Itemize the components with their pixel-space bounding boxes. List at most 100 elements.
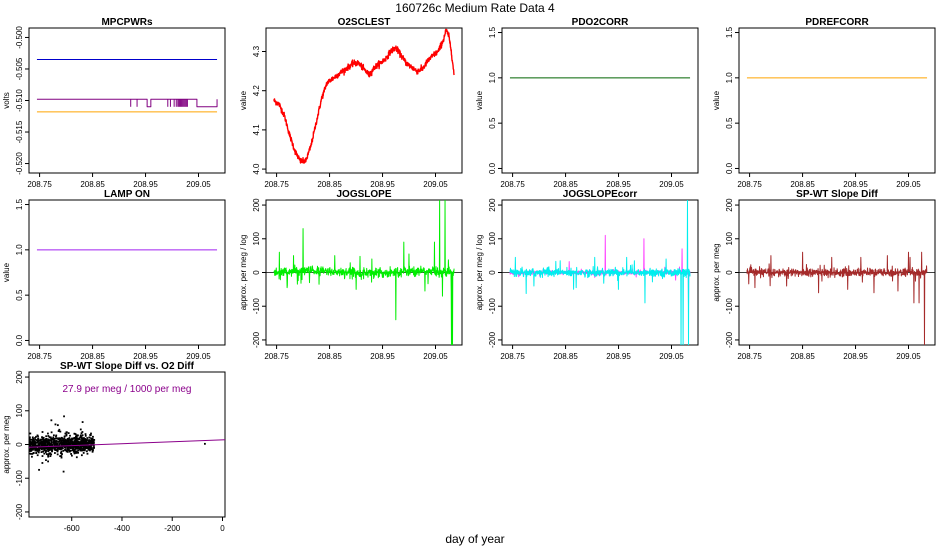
x-tick-label: 208.75 bbox=[27, 352, 52, 361]
x-tick-label: 208.75 bbox=[500, 352, 525, 361]
y-tick-label: 0 bbox=[252, 270, 261, 275]
y-axis-label: approx. per meg / log bbox=[239, 235, 248, 311]
scatter-point bbox=[60, 455, 63, 457]
y-tick-label: 200 bbox=[725, 198, 734, 212]
scatter-point bbox=[41, 441, 44, 444]
y-tick-label: 0 bbox=[15, 442, 24, 447]
scatter-point bbox=[29, 443, 31, 446]
panel-lampon: LAMP ON value 208.75 208.85 208.95 209.05 0.0 0… bbox=[2, 189, 226, 361]
scatter-point bbox=[43, 449, 46, 452]
scatter-point bbox=[57, 445, 59, 448]
scatter-point bbox=[49, 439, 51, 442]
scatter-point bbox=[62, 449, 65, 452]
scatter-point bbox=[34, 437, 36, 439]
panel-title: O2SCLEST bbox=[338, 17, 391, 28]
scatter-point bbox=[74, 433, 77, 435]
y-tick-label: -0.515 bbox=[15, 120, 24, 143]
scatter-point bbox=[41, 443, 44, 445]
scatter-point bbox=[80, 442, 83, 445]
y-tick-label: 0.0 bbox=[488, 162, 497, 174]
y-tick-label: 4.0 bbox=[252, 163, 261, 175]
x-tick-label: 208.85 bbox=[80, 180, 105, 189]
y-tick-label: -0.510 bbox=[15, 89, 24, 112]
scatter-point bbox=[34, 448, 37, 451]
scatter-point bbox=[67, 447, 69, 450]
scatter-point bbox=[67, 440, 69, 443]
scatter-point bbox=[72, 442, 75, 444]
scatter-point bbox=[86, 437, 89, 439]
scatter-point bbox=[60, 446, 63, 449]
scatter-point bbox=[64, 438, 67, 441]
scatter-point bbox=[71, 440, 74, 443]
scatter-point bbox=[86, 441, 89, 444]
x-tick-label: 208.75 bbox=[500, 180, 525, 189]
scatter-point bbox=[30, 443, 33, 446]
x-tick-label: 208.85 bbox=[317, 352, 342, 361]
scatter-point bbox=[34, 442, 37, 445]
scatter-point bbox=[47, 460, 49, 463]
scatter-point bbox=[58, 445, 61, 448]
scatter-point bbox=[63, 439, 66, 442]
scatter-point bbox=[29, 437, 31, 440]
y-axis-label: approx. per meg bbox=[712, 243, 721, 301]
scatter-point bbox=[41, 455, 44, 457]
scatter-point bbox=[81, 444, 84, 447]
x-tick-label: 208.85 bbox=[80, 352, 105, 361]
scatter-point bbox=[39, 446, 42, 449]
scatter-point bbox=[65, 449, 67, 452]
scatter-point bbox=[39, 442, 41, 445]
scatter-point bbox=[74, 448, 76, 451]
scatter-point bbox=[90, 442, 93, 444]
x-tick-label: 208.85 bbox=[553, 180, 578, 189]
scatter-point bbox=[80, 454, 83, 457]
scatter-point bbox=[60, 439, 63, 442]
scatter-point bbox=[52, 436, 55, 439]
scatter-point bbox=[80, 449, 83, 452]
scatter-point bbox=[92, 446, 95, 449]
scatter-point bbox=[33, 447, 36, 449]
x-tick-label: 208.75 bbox=[737, 352, 762, 361]
scatter-point bbox=[75, 450, 78, 453]
scatter-point bbox=[90, 444, 93, 447]
series-line bbox=[746, 251, 928, 345]
scatter-point bbox=[85, 440, 88, 443]
page-xlabel: day of year bbox=[445, 532, 504, 546]
scatter-point bbox=[59, 430, 62, 433]
x-tick-label: 208.75 bbox=[27, 180, 52, 189]
scatter-point bbox=[60, 436, 63, 439]
scatter-point bbox=[93, 445, 95, 447]
scatter-point bbox=[69, 439, 72, 441]
scatter-point bbox=[32, 438, 35, 441]
scatter-point bbox=[77, 449, 80, 452]
scatter-point bbox=[65, 441, 67, 444]
scatter-point bbox=[43, 452, 46, 455]
scatter-point bbox=[69, 444, 72, 446]
scatter-point bbox=[72, 447, 75, 449]
scatter-point bbox=[61, 441, 64, 444]
scatter-point bbox=[38, 449, 41, 451]
scatter-point bbox=[74, 438, 77, 441]
scatter-point bbox=[203, 442, 206, 445]
scatter-point bbox=[76, 434, 79, 437]
scatter-point bbox=[44, 446, 47, 449]
scatter-point bbox=[55, 435, 57, 438]
scatter-point bbox=[89, 449, 91, 452]
scatter-point bbox=[84, 441, 87, 444]
scatter-point bbox=[65, 445, 68, 448]
scatter-point bbox=[56, 443, 59, 446]
scatter-point bbox=[91, 450, 94, 453]
scatter-point bbox=[86, 452, 89, 455]
series-line bbox=[273, 28, 455, 164]
panel-title: MPCPWRs bbox=[101, 17, 153, 28]
scatter-point bbox=[78, 441, 81, 443]
scatter-point bbox=[36, 454, 39, 457]
scatter-point bbox=[29, 441, 31, 443]
y-tick-label: 1.5 bbox=[15, 198, 24, 210]
scatter-point bbox=[48, 452, 51, 455]
scatter-point bbox=[82, 440, 85, 443]
y-tick-label: 1.5 bbox=[488, 26, 497, 38]
scatter-point bbox=[31, 436, 34, 439]
scatter-point bbox=[64, 446, 67, 449]
scatter-point bbox=[91, 437, 94, 440]
scatter-point bbox=[63, 415, 65, 418]
